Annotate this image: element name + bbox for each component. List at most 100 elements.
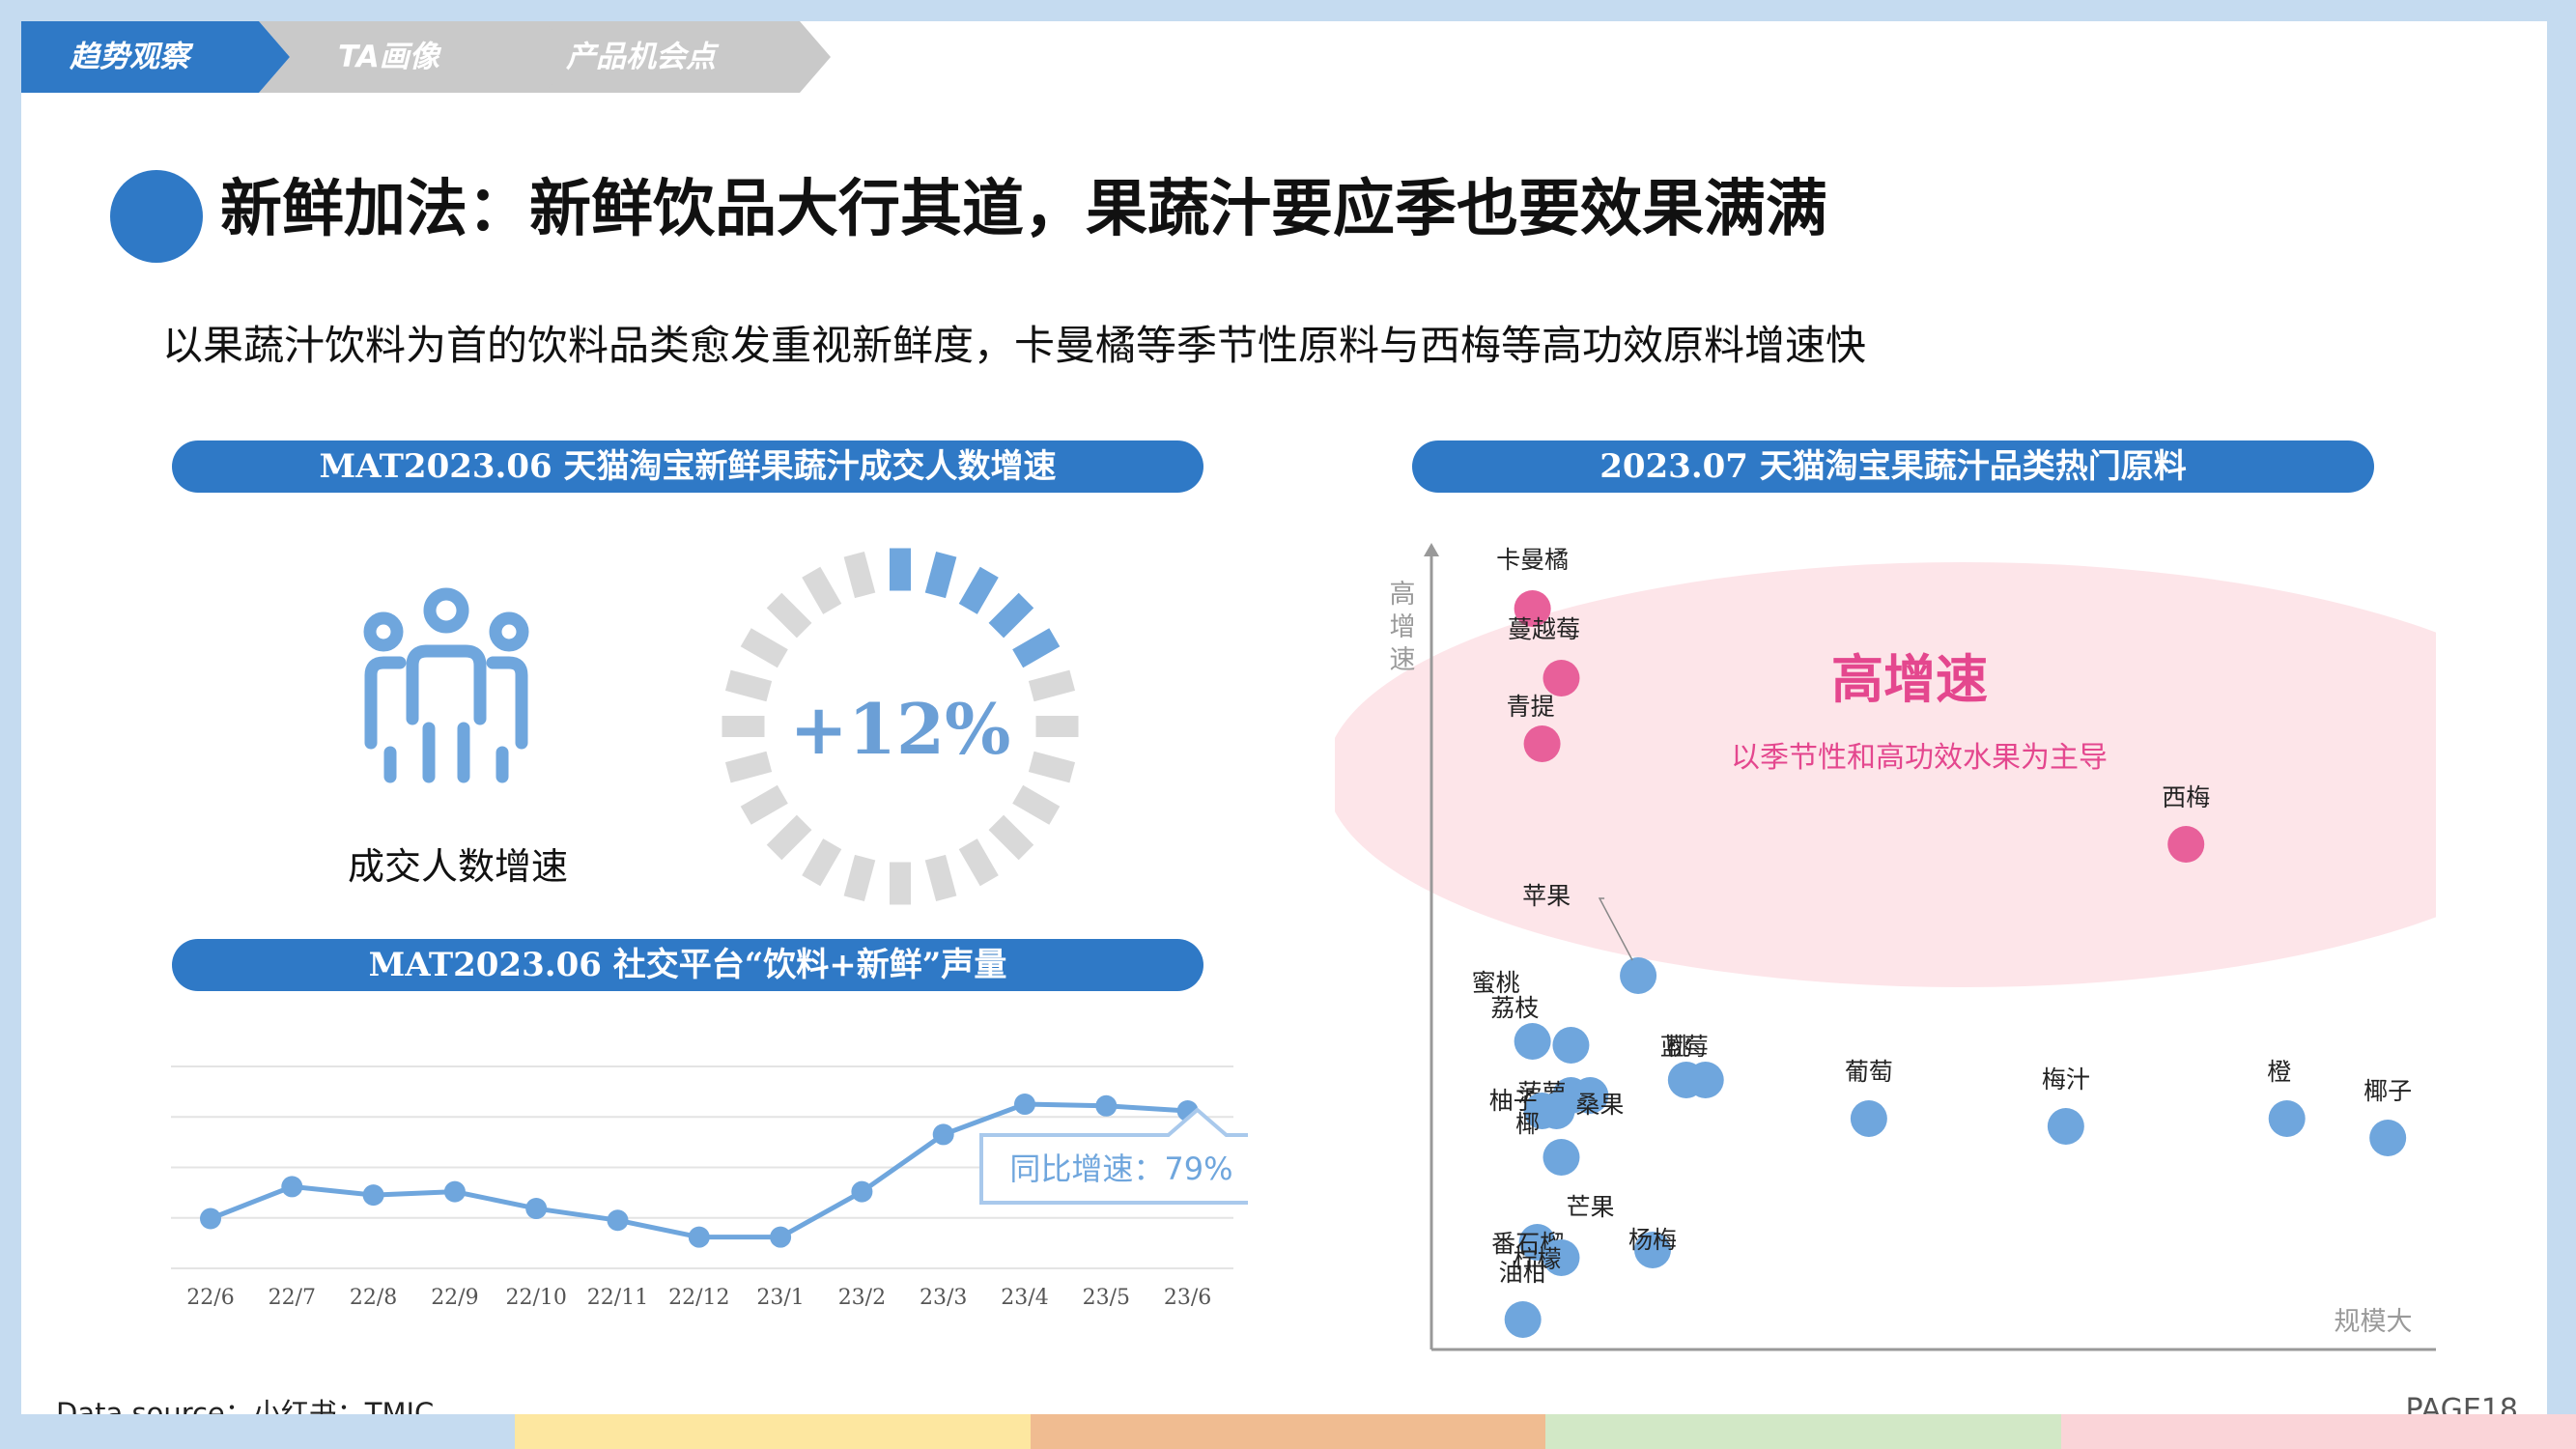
gauge-segment-filled	[890, 548, 911, 591]
growth-callout-text: 同比增速：79%	[1009, 1151, 1232, 1187]
scatter-point	[1523, 725, 1561, 762]
scatter-point	[2047, 1108, 2084, 1145]
y-axis-label: 高	[1390, 580, 1416, 610]
tab-background-1[interactable]	[21, 21, 290, 93]
series-point	[1095, 1094, 1118, 1117]
scatter-point	[1571, 1077, 1609, 1114]
growth-gauge	[722, 548, 1079, 905]
gauge-segment-empty	[740, 784, 788, 825]
series-point	[281, 1176, 303, 1198]
gauge-segment-empty	[722, 716, 765, 737]
people-group-icon	[363, 587, 529, 783]
title-bullet-icon	[110, 170, 203, 263]
y-axis-label: 速	[1390, 645, 1416, 675]
point-label: 西梅	[2162, 783, 2210, 811]
point-label: 桑果	[1575, 1091, 1624, 1119]
top-frame	[0, 0, 2576, 21]
growth-value: +12%	[789, 688, 1011, 770]
gauge-segment-empty	[802, 566, 842, 614]
gauge-segment-empty	[1012, 784, 1061, 825]
tab-background-2[interactable]	[259, 21, 576, 93]
point-label: 椰子	[2364, 1077, 2412, 1105]
y-axis-label: 增	[1390, 612, 1416, 642]
high-growth-zone	[1335, 562, 2436, 987]
gauge-segment-empty	[988, 814, 1034, 861]
point-label: 葡萄	[1845, 1058, 1893, 1086]
gauge-segment-empty	[1035, 716, 1079, 737]
point-label: 青提	[1507, 693, 1555, 721]
x-tick-label: 23/5	[1083, 1286, 1130, 1310]
point-label: 杨梅	[1628, 1226, 1677, 1254]
scatter-point	[1620, 957, 1657, 994]
bottom-color-bar	[0, 1414, 2576, 1449]
scatter-point	[2167, 826, 2205, 863]
x-tick-label: 22/9	[431, 1286, 478, 1310]
scatter-point	[2268, 1100, 2306, 1137]
gauge-segment-filled	[924, 551, 957, 599]
bottom-stripe	[1545, 1414, 2061, 1449]
gauge-segment-filled	[1012, 628, 1061, 668]
gauge-segment-empty	[802, 838, 842, 887]
social-section-header: MAT2023.06 社交平台“饮料+新鲜”声量	[172, 939, 1203, 991]
series-point	[688, 1226, 710, 1248]
x-tick-label: 22/10	[505, 1286, 566, 1310]
y-axis-arrow-icon	[1424, 543, 1439, 556]
buyers-growth-label: 成交人数增速	[348, 845, 569, 888]
ingredients-section-header: 2023.07 天猫淘宝果蔬汁品类热门原料	[1412, 440, 2374, 493]
scatter-point	[1850, 1100, 1887, 1137]
point-label: 梅汁	[2042, 1065, 2090, 1094]
gauge-segment-empty	[890, 862, 911, 905]
tab-product-opportunity[interactable]: 产品机会点	[566, 40, 716, 74]
gauge-segment-filled	[958, 566, 999, 614]
scatter-point	[1538, 1093, 1575, 1129]
bottom-stripe	[1030, 1414, 1546, 1449]
scatter-point	[1686, 1062, 1724, 1098]
gauge-segment-empty	[958, 838, 999, 887]
x-tick-label: 22/11	[587, 1286, 648, 1310]
scatter-point	[1514, 590, 1551, 627]
point-label: 蔓越莓	[1508, 615, 1580, 643]
series-point	[362, 1184, 384, 1207]
social-volume-line-chart: 22/6 22/7 22/8 22/9 22/10 22/11 22/12 23/1 23/2 2…	[171, 1065, 1248, 1310]
bottom-stripe	[0, 1414, 516, 1449]
point-label: 蓝莓	[1660, 1033, 1709, 1061]
x-axis-label: 规模大	[2335, 1307, 2413, 1337]
gauge-segment-empty	[724, 669, 773, 702]
x-tick-label: 23/4	[1001, 1286, 1048, 1310]
slide-page: 趋势观察 TA画像 产品机会点 新鲜加法：新鲜饮品大行其道，果蔬汁要应季也要效果…	[21, 21, 2547, 1430]
x-tick-label: 23/1	[756, 1286, 804, 1310]
point-label: 苹果	[1522, 882, 1571, 910]
scatter-point	[2369, 1120, 2407, 1156]
scatter-point	[1504, 1301, 1542, 1338]
x-tick-label: 22/6	[186, 1286, 234, 1310]
x-tick-label: 23/2	[838, 1286, 886, 1310]
point-label: 蜜桃	[1472, 969, 1520, 997]
series-point	[932, 1123, 954, 1146]
growth-callout-box	[979, 1107, 1248, 1205]
gauge-segment-empty	[766, 814, 812, 861]
scatter-point	[1543, 1139, 1580, 1176]
label-leader-line	[1598, 897, 1633, 961]
series-point	[443, 1180, 466, 1203]
tab-shapes	[21, 21, 831, 93]
gauge-segment-empty	[1028, 669, 1076, 702]
gauge-segment-empty	[843, 551, 876, 599]
tab-background-3[interactable]	[514, 21, 831, 93]
page-title: 新鲜加法：新鲜饮品大行其道，果蔬汁要应季也要效果满满	[220, 174, 1827, 245]
high-growth-zone-subtitle: 以季节性和高功效水果为主导	[1731, 741, 2108, 775]
x-tick-label: 23/3	[920, 1286, 967, 1310]
right-frame	[2547, 0, 2576, 1449]
gauge-segment-empty	[843, 854, 876, 902]
tab-trend[interactable]: 趋势观察	[70, 40, 189, 74]
point-label: 卡曼橘	[1496, 546, 1569, 574]
tab-ta-portrait[interactable]: TA画像	[338, 40, 439, 74]
series-point	[525, 1198, 548, 1220]
series-point	[607, 1209, 629, 1232]
scatter-point	[1552, 1027, 1590, 1064]
point-label: 橙	[2267, 1058, 2291, 1086]
high-growth-zone-title: 高增速	[1831, 649, 1988, 710]
scatter-point	[1543, 1239, 1580, 1276]
scatter-point	[1514, 1023, 1551, 1060]
bottom-stripe	[2060, 1414, 2576, 1449]
gauge-segment-empty	[740, 628, 788, 668]
